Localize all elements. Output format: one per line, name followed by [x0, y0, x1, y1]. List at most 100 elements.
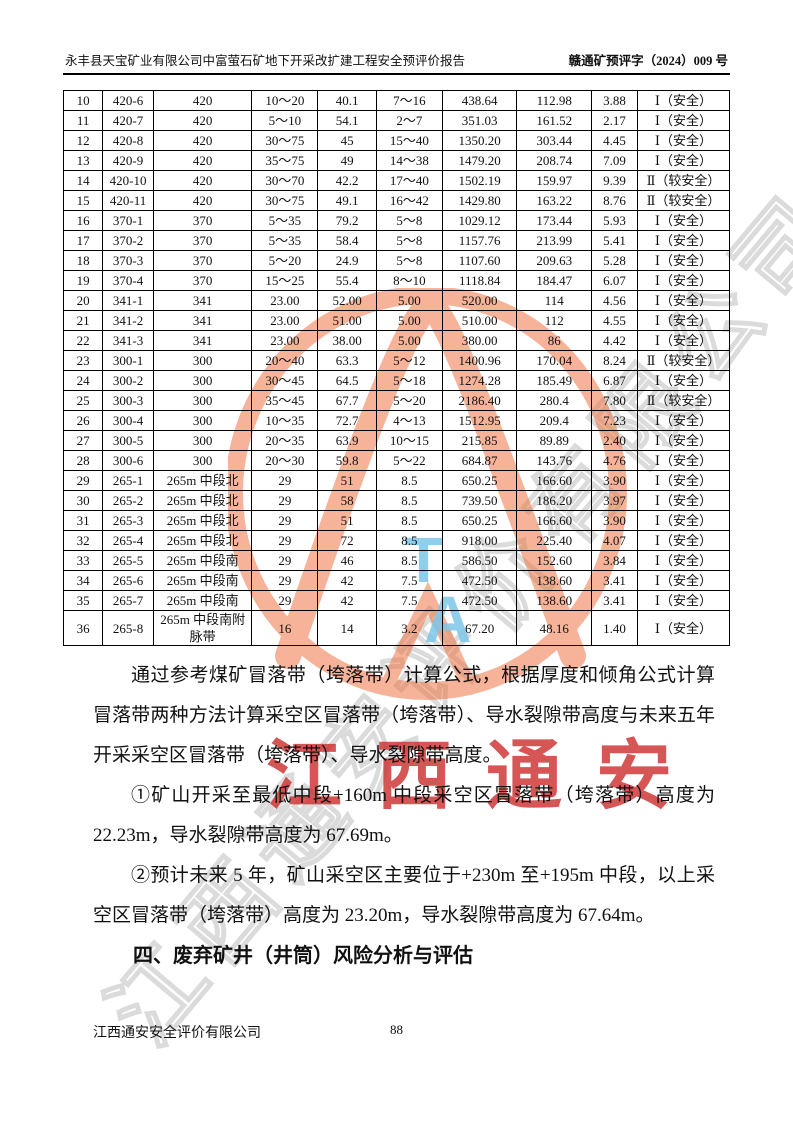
table-cell: 341-2: [102, 310, 154, 331]
table-row: 12 420-8 420 30～75 45 15～40 1350.20 303.44 4.45 Ⅰ…: [62, 130, 730, 151]
table-cell: 420: [152, 130, 253, 151]
table-cell: 28: [62, 450, 104, 471]
table-cell: 265m 中段南: [152, 550, 253, 571]
table-cell: 45: [317, 130, 377, 151]
table-cell: 10～20: [251, 90, 319, 111]
table-cell: 300-5: [102, 430, 154, 451]
table-cell: 5～22: [375, 450, 443, 471]
table-cell: 438.64: [441, 90, 518, 111]
table-cell: 16～42: [375, 190, 443, 211]
table-cell: 420: [152, 190, 253, 211]
table-cell: 300: [152, 410, 253, 431]
table-cell: 7.80: [591, 390, 638, 411]
table-cell: 13: [62, 150, 104, 171]
table-cell: 265m 中段南: [152, 590, 253, 611]
table-cell: Ⅰ（安全）: [637, 610, 730, 646]
table-cell: 23.00: [251, 310, 319, 331]
table-cell: 58.4: [317, 230, 377, 251]
table-cell: 72.7: [317, 410, 377, 431]
table-cell: 1.40: [591, 610, 638, 646]
table-row: 23 300-1 300 20～40 63.3 5～12 1400.96 170.04 8.24…: [62, 350, 730, 371]
table-cell: 49: [317, 150, 377, 171]
table-cell: 420-10: [102, 170, 154, 191]
table-cell: 9.39: [591, 170, 638, 191]
table-cell: 420-8: [102, 130, 154, 151]
table-cell: 34: [62, 570, 104, 591]
paragraph-point-1: ①矿山开采至最低中段+160m 中段采空区冒落带（垮落带）高度为22.23m，导…: [93, 785, 715, 846]
table-cell: 138.60: [516, 570, 593, 591]
table-cell: 1157.76: [441, 230, 518, 251]
table-cell: 17: [62, 230, 104, 251]
table-cell: 5～20: [251, 250, 319, 271]
table-cell: Ⅰ（安全）: [637, 530, 730, 551]
table-cell: 112.98: [516, 90, 593, 111]
table-cell: 5～18: [375, 370, 443, 391]
table-cell: 3.2: [375, 610, 443, 646]
table-cell: 370: [152, 270, 253, 291]
table-cell: 370-2: [102, 230, 154, 251]
table-cell: 300-6: [102, 450, 154, 471]
table-cell: 185.49: [516, 370, 593, 391]
table-cell: 20～40: [251, 350, 319, 371]
table-cell: 3.90: [591, 510, 638, 531]
table-cell: 5～35: [251, 210, 319, 231]
table-row: 36 265-8 265m 中段南附脉带 16 14 3.2 67.20 48.16 1.40 Ⅰ…: [62, 610, 730, 646]
table-cell: Ⅱ（较安全）: [637, 190, 730, 211]
table-cell: 265-4: [102, 530, 154, 551]
table-cell: 265-8: [102, 610, 154, 646]
table-cell: 184.47: [516, 270, 593, 291]
table-cell: 5.00: [375, 310, 443, 331]
table-cell: 4.45: [591, 130, 638, 151]
table-cell: 16: [251, 610, 319, 646]
table-cell: 29: [251, 490, 319, 511]
table-cell: 21: [62, 310, 104, 331]
table-cell: 23.00: [251, 330, 319, 351]
table-cell: 36: [62, 610, 104, 646]
table-cell: 51: [317, 470, 377, 491]
header-report-title: 永丰县天宝矿业有限公司中富萤石矿地下开采改扩建工程安全预评价报告: [65, 54, 466, 68]
table-cell: 14: [317, 610, 377, 646]
table-cell: 1502.19: [441, 170, 518, 191]
table-cell: 684.87: [441, 450, 518, 471]
table-cell: 265m 中段南: [152, 570, 253, 591]
table-cell: 1479.20: [441, 150, 518, 171]
table-cell: 586.50: [441, 550, 518, 571]
table-cell: 351.03: [441, 110, 518, 131]
table-cell: 52.00: [317, 290, 377, 311]
paragraph-point-2: ②预计未来 5 年，矿山采空区主要位于+230m 至+195m 中段，以上采空区…: [93, 865, 715, 926]
table-cell: 30～75: [251, 130, 319, 151]
table-cell: 209.63: [516, 250, 593, 271]
table-cell: 8.5: [375, 470, 443, 491]
table-cell: 63.9: [317, 430, 377, 451]
table-cell: 24: [62, 370, 104, 391]
table-row: 16 370-1 370 5～35 79.2 5～8 1029.12 173.44 5.93 Ⅰ（…: [62, 210, 730, 231]
table-cell: Ⅰ（安全）: [637, 150, 730, 171]
table-row: 25 300-3 300 35～45 67.7 5～20 2186.40 280.4 7.80 Ⅱ…: [62, 390, 730, 411]
table-row: 19 370-4 370 15～25 55.4 8～10 1118.84 184.47 6.07…: [62, 270, 730, 291]
table-cell: Ⅰ（安全）: [637, 210, 730, 231]
table-cell: 300: [152, 430, 253, 451]
table-cell: Ⅰ（安全）: [637, 550, 730, 571]
table-cell: 18: [62, 250, 104, 271]
table-cell: 300-3: [102, 390, 154, 411]
table-cell: 341: [152, 310, 253, 331]
table-cell: 3.84: [591, 550, 638, 571]
body-paragraphs: 通过参考煤矿冒落带（垮落带）计算公式，根据厚度和倾角公式计算冒落带两种方法计算采…: [93, 656, 715, 936]
table-cell: 42.2: [317, 170, 377, 191]
table-cell: 5.00: [375, 330, 443, 351]
table-cell: 8.76: [591, 190, 638, 211]
goaf-risk-assessment-table: 10 420-6 420 10～20 40.1 7～16 438.64 112.98 3.88 Ⅰ…: [62, 90, 730, 646]
table-cell: Ⅰ（安全）: [637, 290, 730, 311]
table-row: 22 341-3 341 23.00 38.00 5.00 380.00 86 4.42 Ⅰ（安全…: [62, 330, 730, 351]
table-cell: Ⅰ（安全）: [637, 370, 730, 391]
page-footer: 江西通安安全评价有限公司 88: [63, 1022, 730, 1041]
table-cell: 280.4: [516, 390, 593, 411]
table-cell: 300: [152, 450, 253, 471]
table-cell: 4.76: [591, 450, 638, 471]
table-cell: 170.04: [516, 350, 593, 371]
table-cell: 86: [516, 330, 593, 351]
table-cell: 4.42: [591, 330, 638, 351]
table-cell: 303.44: [516, 130, 593, 151]
table-cell: 30～45: [251, 370, 319, 391]
table-cell: 5～8: [375, 210, 443, 231]
